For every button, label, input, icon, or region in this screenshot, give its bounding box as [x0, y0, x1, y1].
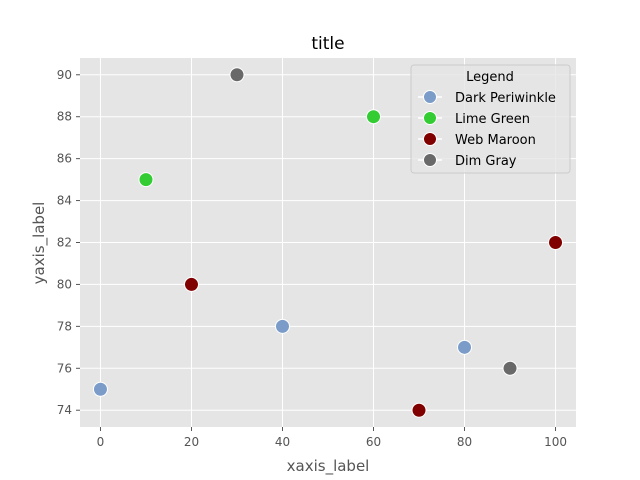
- x-tick-label: 60: [366, 435, 381, 449]
- y-tick-label: 86: [57, 152, 72, 166]
- data-point: [366, 109, 382, 125]
- legend-title: Legend: [466, 70, 514, 85]
- chart-title: title: [311, 34, 344, 54]
- legend-label: Dim Gray: [455, 154, 517, 169]
- data-point: [183, 276, 199, 292]
- data-point: [92, 381, 108, 397]
- grid-lines: [80, 58, 576, 427]
- data-point: [457, 339, 473, 355]
- y-tick-label: 74: [57, 403, 72, 417]
- legend-marker: [423, 111, 437, 125]
- legend-box: [410, 64, 571, 174]
- data-point: [138, 172, 154, 188]
- x-tick-label: 40: [275, 435, 290, 449]
- legend-marker: [423, 153, 437, 167]
- legend-label: Web Maroon: [455, 133, 536, 148]
- x-tick-label: 0: [97, 435, 105, 449]
- y-axis-label: yaxis_label: [30, 202, 49, 285]
- y-tick-label: 80: [57, 277, 72, 291]
- y-tick-labels: 74 76 78 80 82 84 86 88 90: [57, 68, 80, 417]
- legend-marker: [423, 90, 437, 104]
- y-tick-label: 76: [57, 361, 72, 375]
- data-points: [92, 67, 564, 418]
- x-tick-label: 80: [457, 435, 472, 449]
- y-tick-label: 78: [57, 319, 72, 333]
- x-tick-label: 100: [544, 435, 567, 449]
- legend-label: Lime Green: [455, 112, 530, 127]
- y-tick-label: 88: [57, 110, 72, 124]
- legend-marker: [423, 132, 437, 146]
- legend-entries: Dark Periwinkle Lime Green Web Maroon Dim G…: [418, 90, 556, 169]
- legend-label: Dark Periwinkle: [455, 91, 556, 106]
- x-tick-label: 20: [184, 435, 199, 449]
- legend: Legend Dark Periwinkle Lime Green Web Maro…: [410, 64, 571, 174]
- data-point: [274, 318, 290, 334]
- data-point: [548, 235, 564, 250]
- y-tick-label: 84: [57, 194, 72, 208]
- x-tick-labels: 0 20 40 60 80 100: [97, 427, 567, 449]
- x-axis-label: xaxis_label: [287, 457, 370, 476]
- data-point: [229, 67, 245, 83]
- y-tick-label: 82: [57, 236, 72, 250]
- data-point: [502, 360, 518, 376]
- data-point: [411, 402, 427, 418]
- y-tick-label: 90: [57, 68, 72, 82]
